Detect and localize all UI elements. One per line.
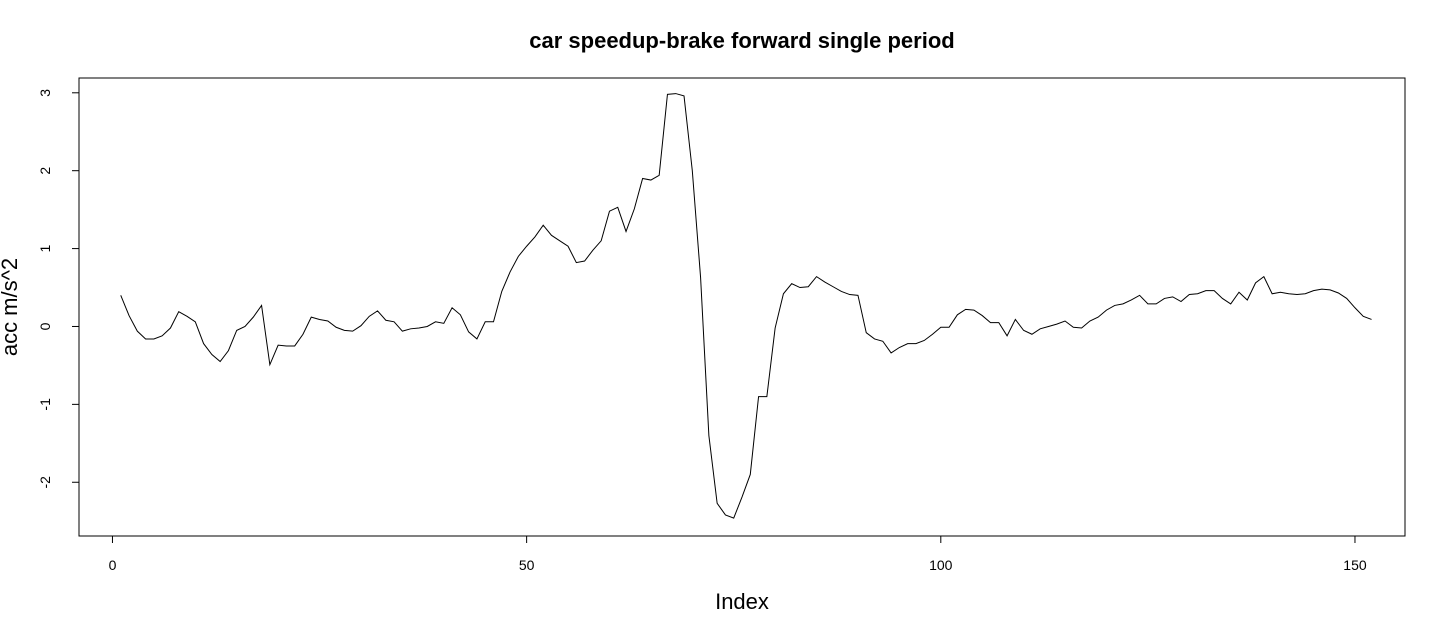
y-axis-label: acc m/s^2 [0, 258, 22, 356]
y-tick-label: 0 [37, 322, 53, 330]
plot-area-frame [78, 77, 1406, 537]
x-tick-label: 50 [519, 557, 535, 573]
x-tick-label: 150 [1343, 557, 1367, 573]
y-tick-label: -2 [37, 476, 53, 489]
chart-title: car speedup-brake forward single period [529, 28, 954, 53]
y-tick-label: -1 [37, 398, 53, 411]
x-tick-label: 0 [109, 557, 117, 573]
y-tick-label: 1 [37, 244, 53, 252]
series-line [120, 93, 1372, 519]
y-axis: -2 -1 0 1 2 3 [37, 89, 80, 489]
y-tick-label: 2 [37, 167, 53, 175]
x-axis-label: Index [715, 589, 769, 614]
x-axis: 0 50 100 150 [109, 535, 1367, 573]
x-tick-label: 100 [929, 557, 953, 573]
y-tick-label: 3 [37, 89, 53, 97]
